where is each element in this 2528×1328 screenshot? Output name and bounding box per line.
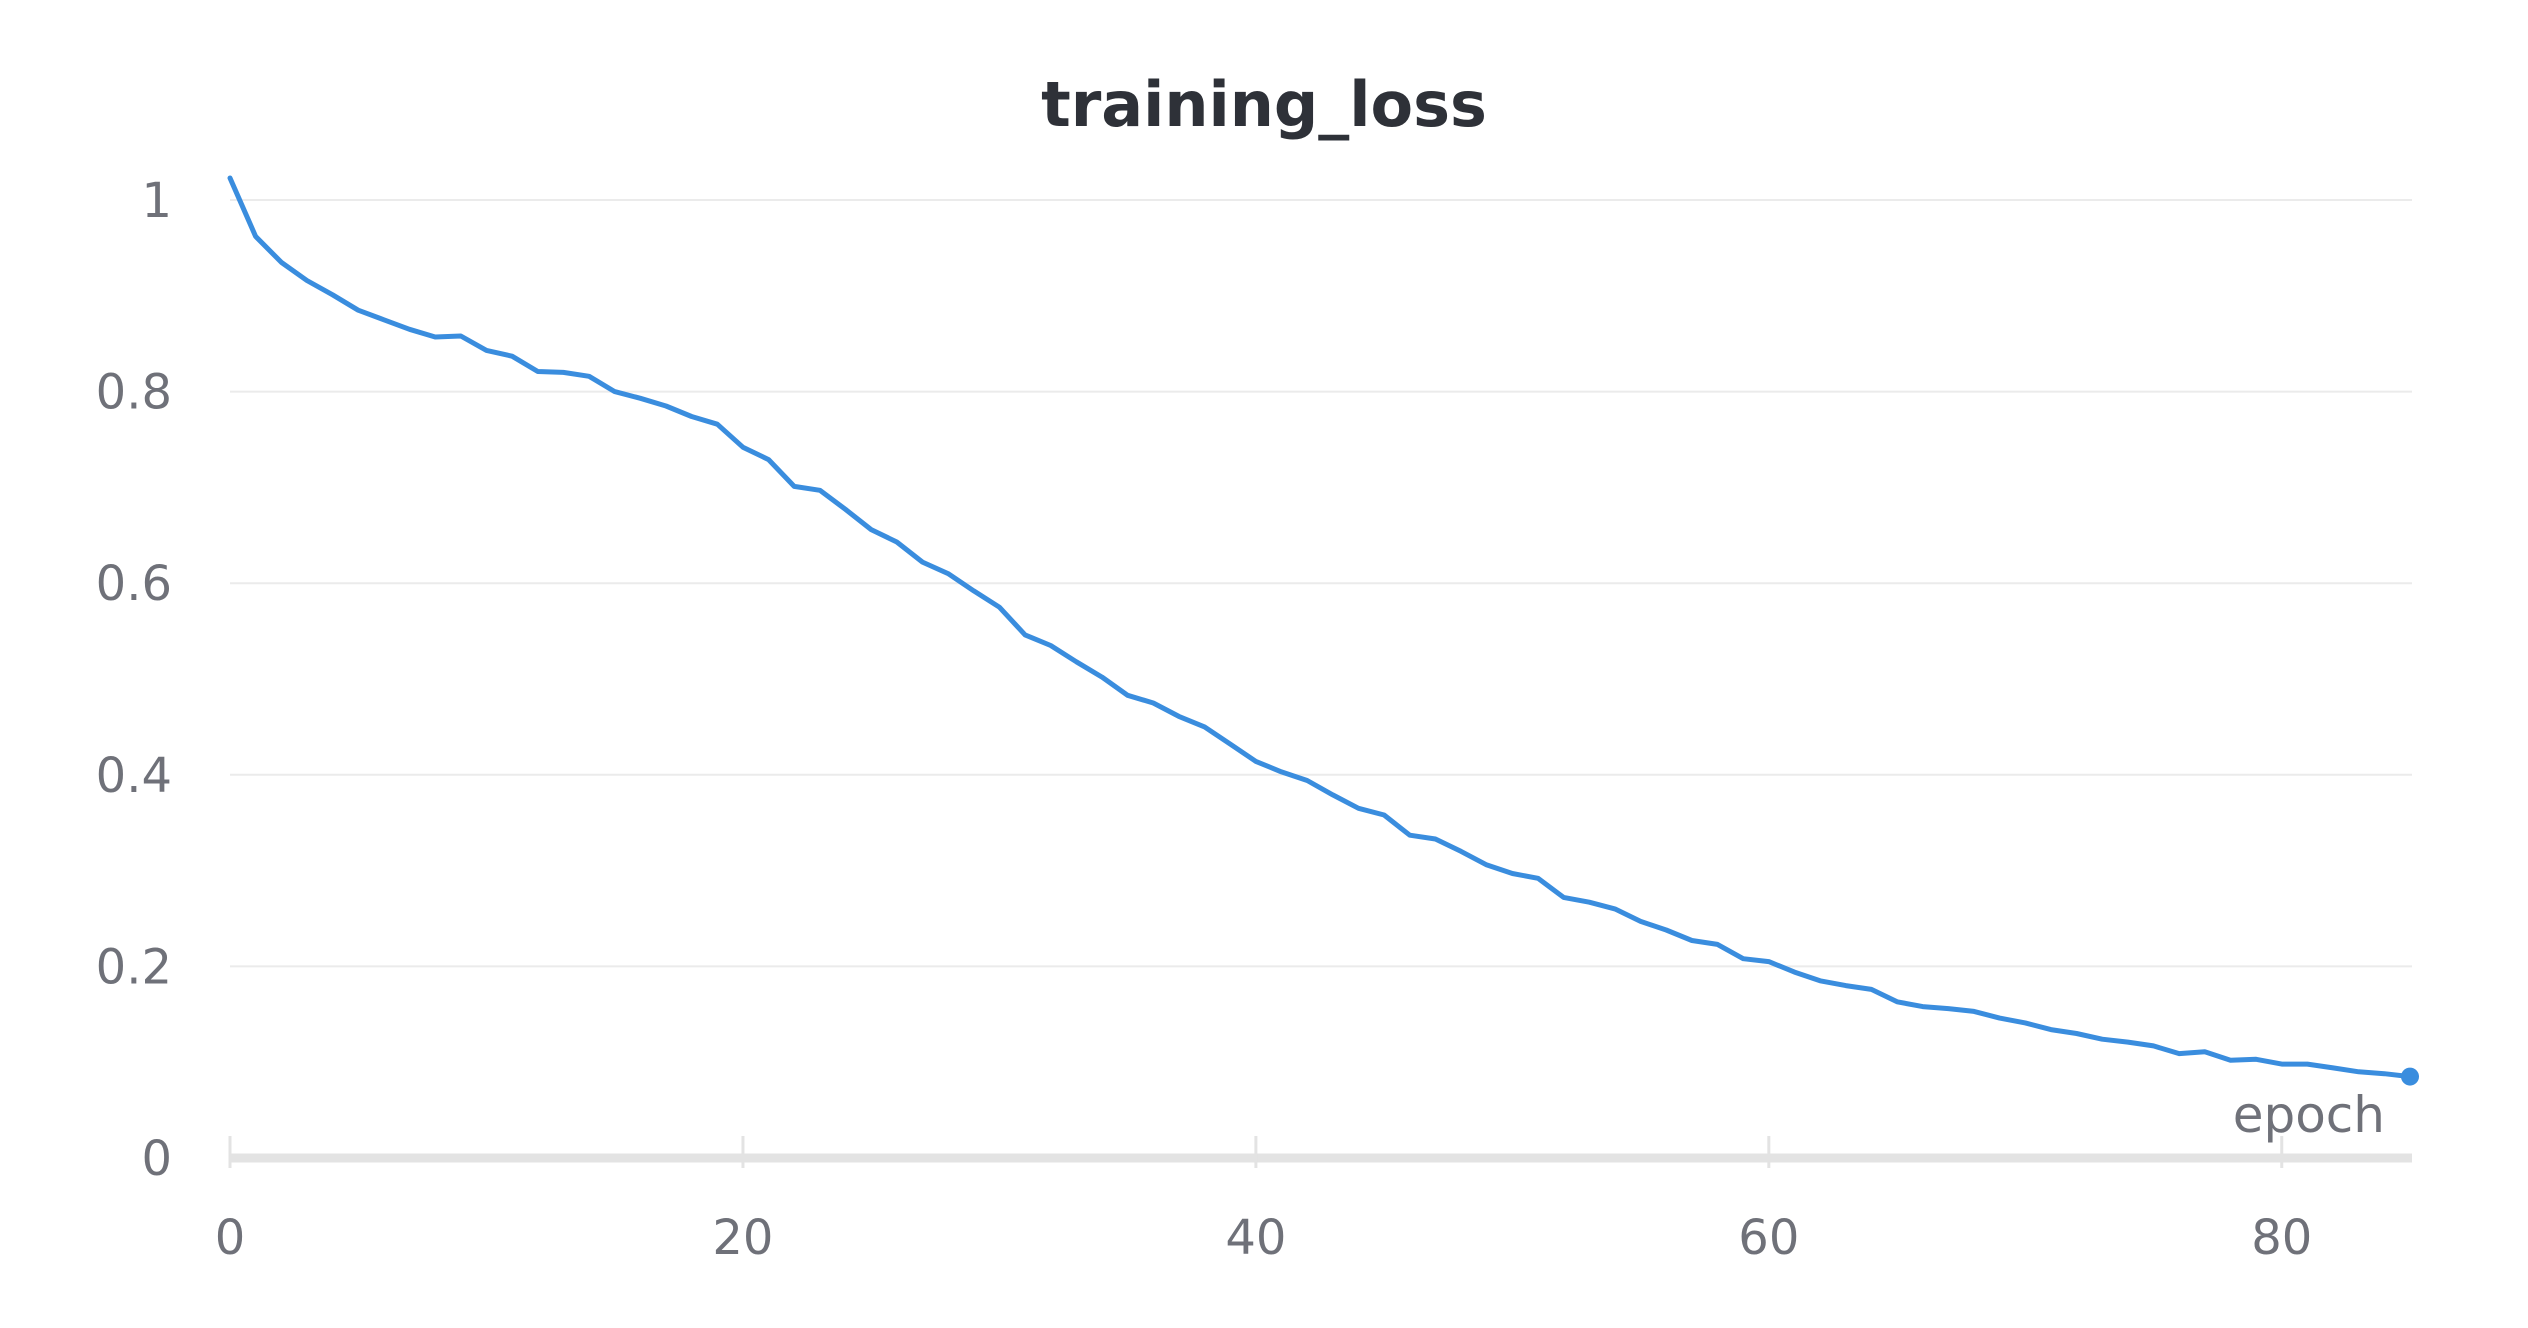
y-tick-label: 0.2 [96, 939, 172, 995]
x-axis-tick-labels: 0 20 40 60 80 [215, 1210, 2313, 1266]
y-tick-label: 1 [141, 173, 172, 229]
series-layer [227, 175, 2419, 1086]
y-tick-label: 0.6 [96, 556, 172, 612]
chart-title: training_loss [1041, 68, 1487, 141]
y-tick-label: 0.4 [96, 748, 172, 804]
y-tick-label: 0.8 [96, 365, 172, 421]
x-tick-label: 40 [1225, 1210, 1286, 1266]
x-axis [228, 1136, 2412, 1168]
x-tick-label: 80 [2251, 1210, 2312, 1266]
series-line [227, 175, 2413, 1080]
y-axis-tick-labels: 0 0.2 0.4 0.6 0.8 1 [96, 173, 172, 1187]
series-end-marker [2401, 1067, 2419, 1086]
y-tick-label: 0 [141, 1131, 172, 1187]
x-tick-label: 20 [712, 1210, 773, 1266]
x-tick-label: 60 [1738, 1210, 1799, 1266]
x-tick-label: 0 [215, 1210, 246, 1266]
grid-lines [230, 199, 2412, 968]
x-axis-label: epoch [2233, 1086, 2385, 1144]
